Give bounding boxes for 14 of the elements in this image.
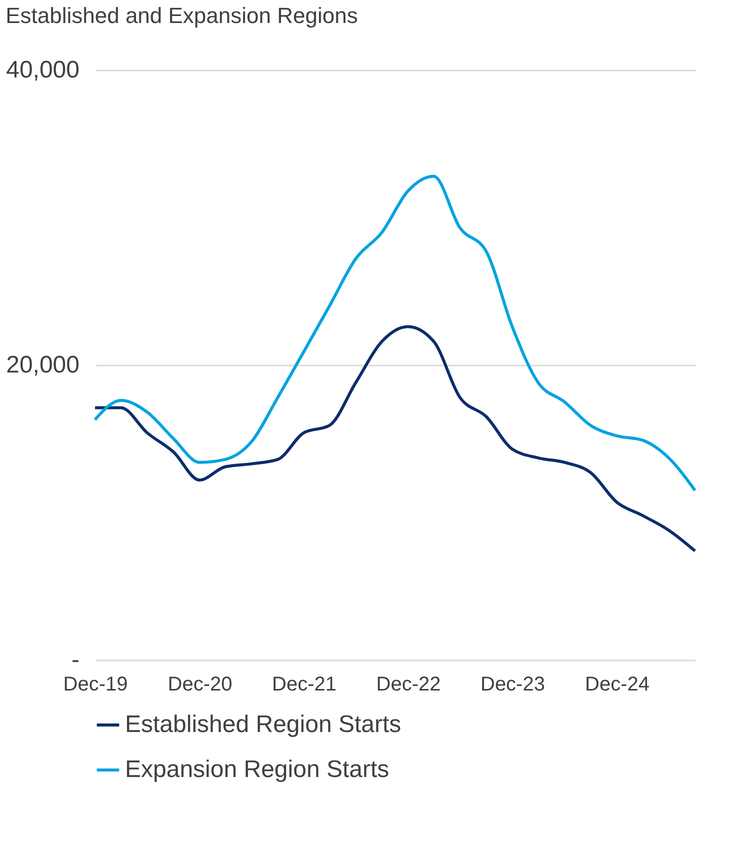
- legend-label: Established Region Starts: [125, 711, 402, 738]
- legend-label: Expansion Region Starts: [125, 756, 390, 783]
- y-tick-label: 20,000: [6, 352, 80, 378]
- x-tick-label: Dec-20: [168, 674, 232, 696]
- y-tick-label: 40,000: [6, 56, 80, 84]
- x-tick-label: Dec-24: [585, 674, 650, 696]
- x-tick-label: Dec-22: [376, 674, 441, 696]
- y-tick-label: -: [72, 646, 80, 674]
- x-tick-label: Dec-19: [63, 674, 128, 696]
- x-tick-label: Dec-23: [480, 674, 545, 696]
- line-series: [94, 174, 696, 492]
- line-series: [94, 325, 696, 552]
- x-tick-label: Dec-21: [272, 674, 336, 696]
- chart-title: Established and Expansion Regions: [6, 3, 358, 28]
